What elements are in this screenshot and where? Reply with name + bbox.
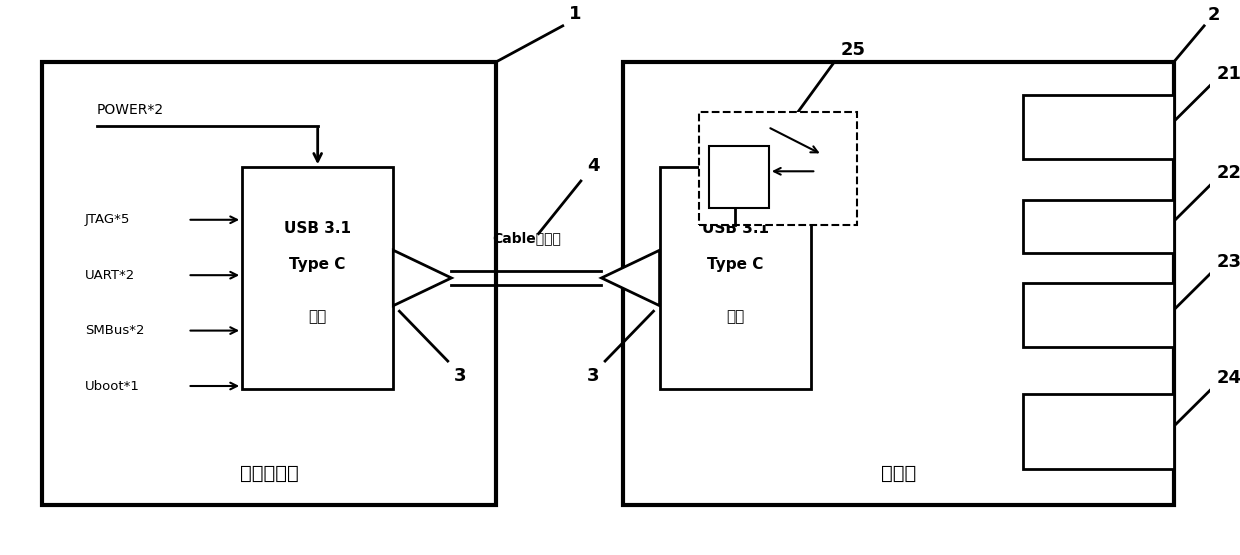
Text: 22: 22 (1216, 164, 1240, 183)
Bar (624, 62, 1174, 505)
Bar (709, 146, 769, 208)
Text: SMBus: SMBus (1073, 220, 1125, 234)
Text: POWER*2: POWER*2 (97, 103, 164, 117)
Text: SMBus*2: SMBus*2 (84, 324, 144, 337)
Polygon shape (601, 250, 660, 306)
Text: 3: 3 (454, 367, 466, 385)
Text: JTAG*5: JTAG*5 (84, 213, 130, 226)
Text: 1: 1 (569, 5, 582, 23)
Text: 23: 23 (1216, 253, 1240, 271)
Text: Boot选择: Boot选择 (1071, 409, 1125, 423)
Text: Type C: Type C (289, 256, 346, 271)
Text: 接口: 接口 (1090, 440, 1106, 454)
Text: 接口: 接口 (1090, 135, 1106, 149)
Text: 2: 2 (1208, 6, 1220, 24)
Text: USB 3.1: USB 3.1 (702, 220, 769, 235)
Text: 3: 3 (587, 367, 599, 385)
Polygon shape (393, 250, 451, 306)
Text: 接口: 接口 (1090, 324, 1106, 338)
Bar (660, 167, 811, 388)
Text: 4: 4 (587, 158, 599, 175)
Bar (1023, 200, 1174, 253)
Text: UART*2: UART*2 (84, 269, 135, 282)
Text: USB 3.1: USB 3.1 (284, 220, 351, 235)
Text: Uboot*1: Uboot*1 (84, 380, 140, 392)
Text: JTAG: JTAG (1080, 293, 1116, 307)
Text: 接口: 接口 (727, 309, 744, 324)
Text: Type C: Type C (707, 256, 764, 271)
Text: 测试板: 测试板 (880, 464, 916, 483)
Text: 24: 24 (1216, 370, 1240, 387)
Bar (699, 112, 857, 225)
Text: 待测试装置: 待测试装置 (239, 464, 299, 483)
Bar (1023, 95, 1174, 159)
Text: Cable延长线: Cable延长线 (492, 231, 560, 245)
Text: UART: UART (1078, 104, 1118, 118)
Bar (42, 62, 496, 505)
Text: 接口: 接口 (309, 309, 327, 324)
Bar (242, 167, 393, 388)
Text: 21: 21 (1216, 64, 1240, 83)
Bar (1023, 284, 1174, 347)
Bar (1023, 394, 1174, 469)
Text: 25: 25 (841, 41, 866, 59)
